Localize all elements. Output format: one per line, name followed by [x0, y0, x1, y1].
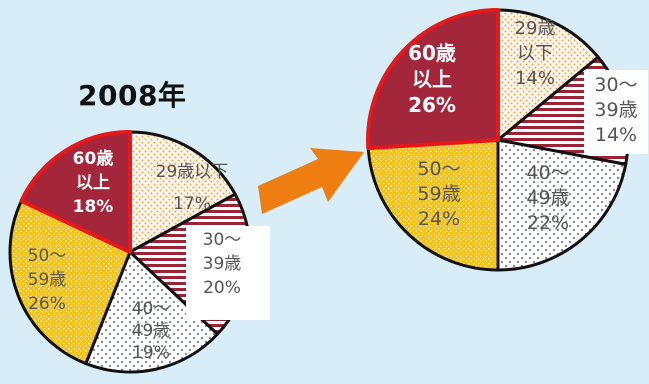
chart-2-label-4-line-1: 50〜 [417, 158, 460, 180]
chart-2-label-5-line-3: 26% [408, 93, 456, 117]
chart-2-label-2-line-3: 14% [595, 124, 637, 146]
chart-1-label-2: 30〜 39歳 20% [203, 230, 242, 298]
chart-2-label-4-line-2: 59歳 [417, 183, 460, 205]
chart-1-label-3-line-2: 49歳 [132, 321, 171, 341]
chart-2-label-1-line-2: 以下 [517, 43, 553, 64]
chart-1-label-5-line-1: 60歳 [73, 148, 114, 169]
chart-2-slice-1 [496, 8, 600, 142]
chart-1-label-3-line-1: 40〜 [132, 299, 171, 319]
chart-2-label-3: 40〜 49歳 22% [526, 162, 569, 234]
chart-1-label-1-line-2: 17% [173, 194, 211, 214]
chart-2-label-4-line-3: 24% [418, 208, 460, 230]
chart-2-label-2-line-2: 39歳 [594, 99, 637, 121]
chart-1-label-5: 60歳以上 18% [73, 148, 114, 217]
chart-1-label-2-line-2: 39歳 [203, 254, 242, 274]
chart-1-label-2-line-1: 30〜 [203, 230, 242, 250]
chart-1-label-1-line-1: 29歳以下 [156, 162, 229, 182]
chart-2-label-1: 29歳以下 14% [515, 18, 556, 89]
chart-2-label-2: 30〜 39歳 14% [594, 74, 637, 146]
chart-2-label-4: 50〜 59歳 24% [417, 158, 460, 230]
chart-1-label-2-bg [186, 226, 270, 320]
chart-2-label-5: 60歳以上 26% [408, 41, 456, 117]
chart-2-label-1-line-1: 29歳 [515, 18, 556, 39]
chart-1-label-5-line-3: 18% [73, 197, 114, 217]
chart-2-label-5-line-1: 60歳 [408, 41, 456, 65]
chart-1-label-3-line-3: 19% [132, 343, 170, 363]
chart-1-slice-1 [128, 130, 237, 254]
chart-2-slice-3 [496, 138, 628, 272]
arrow-right-icon [258, 148, 364, 214]
chart-1-highlight-border [19, 130, 132, 254]
chart-2-label-3-line-2: 49歳 [526, 187, 569, 209]
chart-1-label-2-line-3: 20% [203, 278, 241, 298]
chart-1-label-1: 29歳以下 17% [156, 162, 229, 214]
chart-1-slice-4 [8, 199, 132, 366]
chart-1-label-4-line-1: 50〜 [28, 246, 67, 266]
chart-2-label-2-line-1: 30〜 [594, 74, 637, 96]
chart-2-label-3-line-3: 22% [527, 212, 569, 234]
chart-2-label-5-line-2: 以上 [412, 67, 452, 91]
chart-2-slice-4 [366, 138, 500, 272]
chart-1-label-4: 50〜 59歳 26% [28, 246, 67, 314]
chart-2-highlight-border [366, 8, 500, 151]
chart-1-label-4-line-2: 59歳 [28, 270, 67, 290]
chart-2-label-2-bg [584, 70, 648, 154]
chart-2-label-3-line-1: 40〜 [526, 162, 569, 184]
chart-1-title: 2008年 [78, 79, 187, 112]
chart-2-label-1-line-3: 14% [515, 68, 555, 89]
chart-1-label-5-line-2: 以上 [76, 173, 110, 193]
chart-1-label-3: 40〜 49歳 19% [132, 299, 171, 363]
chart-1-label-4-line-3: 26% [28, 294, 66, 314]
